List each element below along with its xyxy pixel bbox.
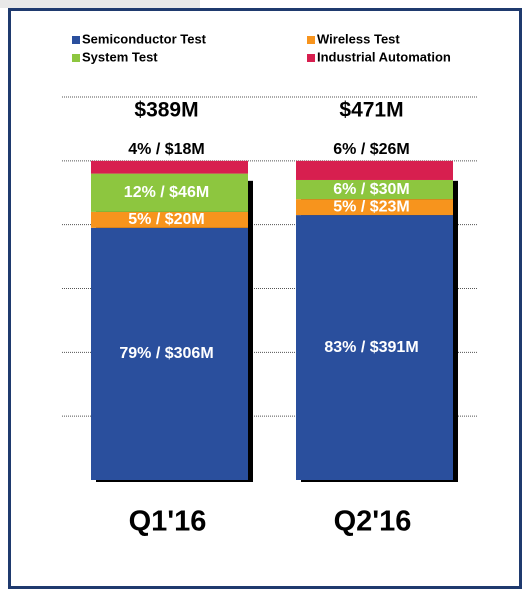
data-label: 83% / $391M	[324, 339, 418, 356]
data-label: 79% / $306M	[119, 345, 213, 362]
x-tick-label: Q2'16	[334, 506, 412, 538]
data-label: 6% / $30M	[333, 181, 409, 198]
legend-swatch	[307, 54, 315, 62]
legend-label: Wireless Test	[317, 31, 400, 46]
legend-swatch	[72, 36, 80, 44]
bar-segment	[91, 160, 248, 174]
bar-segment	[296, 179, 453, 200]
bar-segment	[296, 199, 453, 216]
data-label: 4% / $18M	[128, 141, 204, 158]
bar-segment	[91, 173, 248, 212]
legend-label: Industrial Automation	[317, 49, 451, 64]
legend-swatch	[72, 54, 80, 62]
legend-label: System Test	[82, 49, 158, 64]
data-label: 5% / $20M	[128, 211, 204, 228]
bar-segment	[91, 227, 248, 480]
x-tick-label: Q1'16	[129, 506, 207, 538]
bar-segment	[296, 160, 453, 180]
data-label: 6% / $26M	[333, 141, 409, 158]
data-label: 12% / $46M	[124, 184, 209, 201]
bar-segment	[91, 211, 248, 228]
bar-segment	[296, 215, 453, 480]
tab	[0, 0, 200, 8]
legend-label: Semiconductor Test	[82, 31, 207, 46]
total-label: $389M	[134, 98, 198, 121]
legend-swatch	[307, 36, 315, 44]
total-label: $471M	[339, 98, 403, 121]
data-label: 5% / $23M	[333, 198, 409, 215]
